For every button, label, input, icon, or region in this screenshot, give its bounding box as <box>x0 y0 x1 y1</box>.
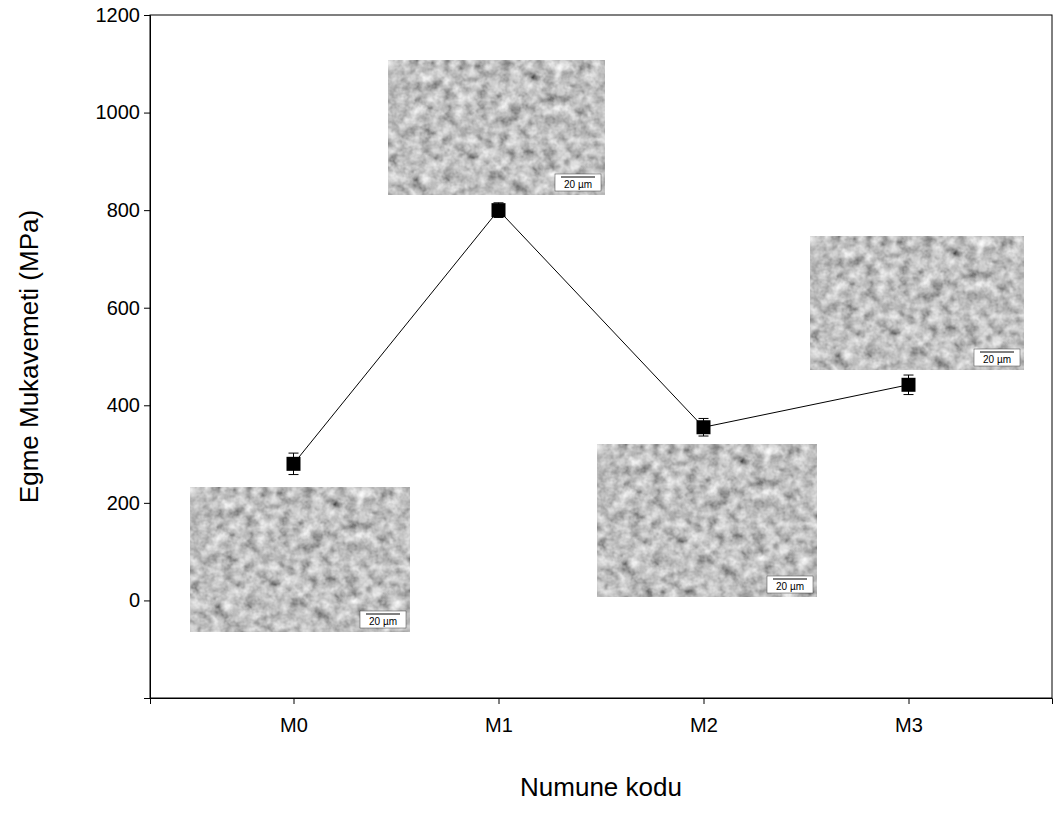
y-tick: 200 <box>107 492 150 514</box>
sem-image <box>810 236 1024 370</box>
x-axis-title: Numune kodu <box>520 772 682 802</box>
x-tick: M2 <box>690 698 718 736</box>
error-bar-cap <box>289 474 299 475</box>
x-tick: M1 <box>485 698 513 736</box>
scale-bar-box <box>974 349 1020 366</box>
chart: 0 200 400 600 800 1000 1200 M0 M1 M2 M3 Numune kodu… <box>0 0 1060 813</box>
y-tick-label: 400 <box>107 394 140 416</box>
data-point <box>902 378 916 392</box>
y-tick-mark <box>144 600 150 601</box>
scale-bar-label: 20 µm <box>983 354 1011 365</box>
error-bar-cap <box>289 453 299 454</box>
y-tick: 600 <box>107 297 150 319</box>
y-tick-label: 1200 <box>96 4 141 26</box>
scale-bar <box>366 614 400 615</box>
y-tick: 1000 <box>96 101 151 123</box>
sem-inset: 20 µm <box>190 487 410 632</box>
data-point <box>492 203 506 217</box>
x-tick-mark <box>909 698 910 704</box>
scale-bar <box>561 177 595 178</box>
y-tick: 0 <box>129 589 150 611</box>
sem-image <box>597 444 817 597</box>
x-tick-label: M0 <box>280 714 308 736</box>
x-tick: M0 <box>280 698 308 736</box>
y-tick-mark <box>144 308 150 309</box>
scale-bar-box <box>767 576 813 593</box>
scale-bar-label: 20 µm <box>564 179 592 190</box>
error-bar-cap <box>699 436 709 437</box>
y-tick-mark <box>144 405 150 406</box>
error-bar-cap <box>904 375 914 376</box>
y-tick: 400 <box>107 394 150 416</box>
y-tick-label: 200 <box>107 492 140 514</box>
scale-bar-box <box>555 174 601 191</box>
x-tick-mark <box>499 698 500 704</box>
y-tick-label: 800 <box>107 199 140 221</box>
sem-inset: 20 µm <box>388 60 605 195</box>
x-tick-mark <box>294 698 295 704</box>
scale-bar <box>980 352 1014 353</box>
y-tick-mark <box>144 113 150 114</box>
x-tick-label: M2 <box>690 714 718 736</box>
sem-image <box>190 487 410 632</box>
y-tick-label: 0 <box>129 589 140 611</box>
x-axis-line <box>151 699 1053 705</box>
scale-bar-label: 20 µm <box>369 616 397 627</box>
y-tick-mark <box>144 15 150 16</box>
sem-inset: 20 µm <box>810 236 1024 370</box>
plot-area <box>287 203 916 475</box>
x-tick: M3 <box>895 698 923 736</box>
x-tick-mark <box>704 698 705 704</box>
y-axis: 0 200 400 600 800 1000 1200 <box>96 4 151 699</box>
y-tick-mark <box>144 210 150 211</box>
y-tick: 1200 <box>96 4 151 26</box>
sem-inset: 20 µm <box>597 444 817 597</box>
y-tick-label: 600 <box>107 297 140 319</box>
data-point <box>697 420 711 434</box>
error-bar-cap <box>699 418 709 419</box>
data-line <box>294 210 909 464</box>
x-tick-label: M1 <box>485 714 513 736</box>
scale-bar-label: 20 µm <box>776 581 804 592</box>
error-bar-cap <box>904 394 914 395</box>
y-tick-label: 1000 <box>96 101 141 123</box>
x-tick-label: M3 <box>895 714 923 736</box>
x-axis: M0 M1 M2 M3 <box>151 698 1053 736</box>
sem-image <box>388 60 605 195</box>
y-tick-mark <box>144 503 150 504</box>
plot-frame <box>150 15 1052 698</box>
scale-bar <box>773 579 807 580</box>
y-tick: 800 <box>107 199 150 221</box>
scale-bar-box <box>360 611 406 628</box>
y-axis-line <box>144 16 151 699</box>
data-point <box>287 457 301 471</box>
y-axis-title: Egme Mukavemeti (MPa) <box>14 210 44 503</box>
